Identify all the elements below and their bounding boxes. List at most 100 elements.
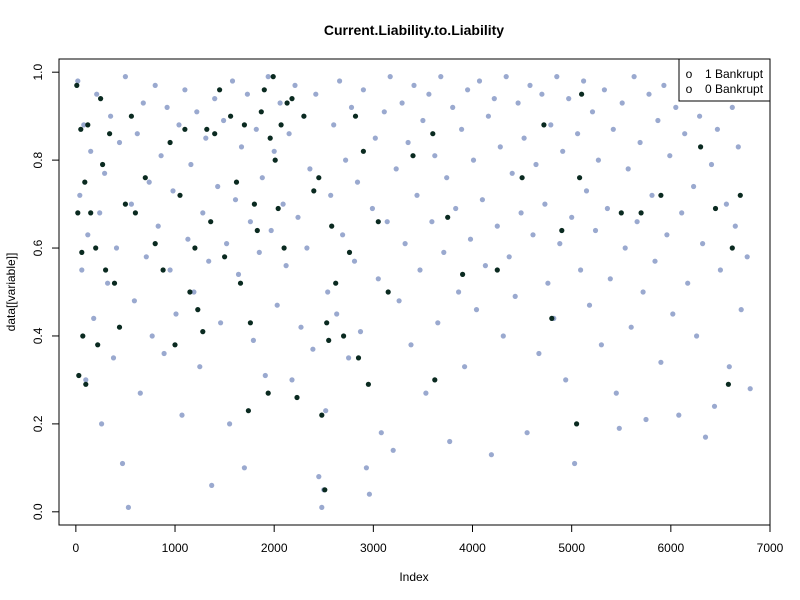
data-point [284,100,290,106]
data-point [485,113,491,119]
data-point [729,245,735,251]
data-point [245,408,251,414]
x-tick-label: 7000 [757,541,784,555]
x-tick-label: 1000 [162,541,189,555]
data-point [673,104,679,110]
data-point [98,96,104,102]
data-point [607,276,613,282]
y-tick-label: 0.0 [31,503,45,520]
data-point [307,166,313,172]
data-point [265,390,271,396]
data-point [82,179,88,185]
data-point [164,104,170,110]
data-point [545,280,551,286]
data-point [430,131,436,137]
data-point [405,139,411,146]
data-point [557,241,563,247]
data-point [410,153,416,159]
data-point [700,241,706,247]
data-point [729,104,735,110]
data-point [203,135,209,141]
data-point [411,82,417,88]
data-point [658,359,664,365]
data-point [592,227,599,234]
y-tick-label: 1.0 [31,64,45,81]
data-point [723,201,730,207]
data-point [228,113,234,119]
data-point [346,249,353,255]
data-point [250,337,256,343]
data-point [685,280,691,286]
data-point [465,87,471,93]
data-point [328,192,334,198]
data-point [283,263,289,269]
data-point [694,333,700,339]
data-point [340,232,346,238]
data-point [574,421,580,427]
data-point [536,350,542,357]
data-point [352,113,359,119]
data-point [569,214,575,220]
plot-frame [58,58,771,526]
data-point [747,386,753,392]
data-point [188,161,194,168]
data-point [125,504,131,510]
data-point [176,122,182,128]
data-point [289,96,295,102]
data-point [333,280,339,286]
data-point [348,104,355,110]
data-point [737,192,743,198]
data-point [110,355,117,361]
data-point [390,447,396,453]
data-point [595,157,602,163]
data-point [107,131,113,137]
data-point [515,100,521,106]
data-point [88,210,94,216]
data-point [402,241,408,247]
data-point [277,100,283,106]
data-point [160,267,166,273]
data-point [253,126,259,132]
data-point [274,302,280,308]
data-point [598,342,605,348]
data-point [119,460,126,467]
data-point [396,298,402,304]
data-point [554,74,560,80]
data-point [343,157,349,163]
data-point [346,355,352,361]
data-point [78,126,84,132]
data-point [438,74,444,80]
data-point [476,78,483,84]
data-point [375,219,381,225]
data-point [363,465,369,471]
data-point [185,236,191,242]
data-point [613,390,619,396]
data-point [658,192,664,198]
y-axis-label: data[[variable]] [4,253,18,332]
data-point [698,144,704,150]
series-bankrupt [74,74,743,493]
data-point [222,254,228,260]
data-point [494,223,500,229]
y-tick-label: 0.4 [31,327,45,344]
data-point [83,377,89,383]
data-point [682,131,688,137]
data-point [152,241,158,247]
data-point [311,188,317,194]
data-point [289,377,295,383]
data-point [408,342,414,348]
data-point [241,465,247,471]
data-point [518,210,524,216]
data-point [467,236,474,242]
data-point [111,280,118,286]
legend-symbol: o [686,82,693,96]
data-point [381,109,387,115]
data-point [712,205,719,212]
data-point [313,91,319,97]
data-point [212,131,218,137]
data-point [237,280,244,286]
data-point [497,144,503,150]
data-point [652,258,658,264]
data-point [462,364,468,370]
data-point [664,232,670,238]
